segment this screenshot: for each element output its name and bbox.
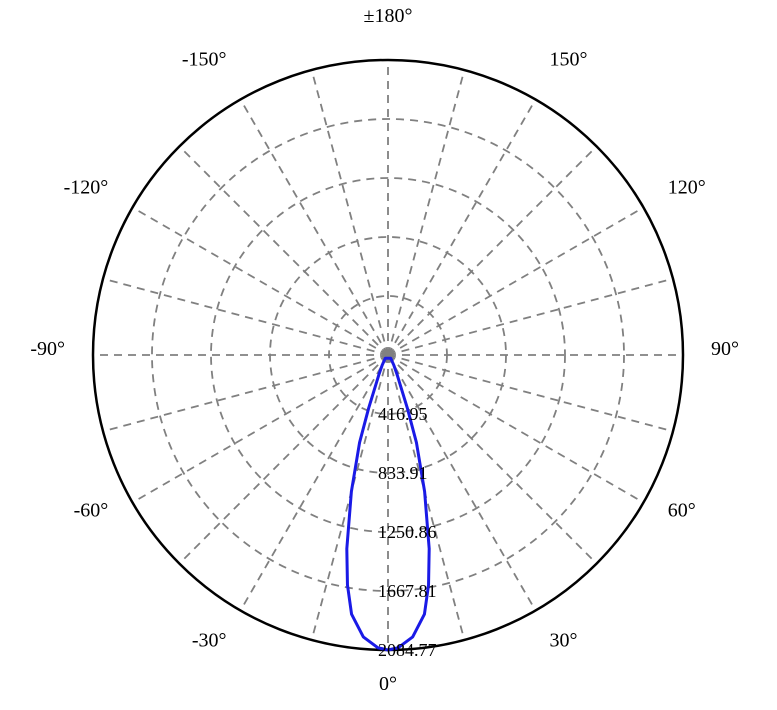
grid-spoke (312, 70, 388, 355)
angle-label: 60° (668, 500, 696, 522)
grid-spoke (388, 100, 536, 355)
radial-label: 2084.77 (378, 640, 437, 660)
angle-label: 0° (379, 673, 397, 695)
radial-labels: 416.95 833.91 1250.86 1667.81 2084.77 (378, 404, 437, 660)
angle-label: ±180° (364, 5, 413, 27)
polar-spokes (93, 60, 683, 650)
grid-spoke (133, 355, 388, 503)
grid-spoke (133, 208, 388, 356)
grid-spoke (388, 208, 643, 356)
radial-label: 416.95 (378, 404, 428, 424)
grid-spoke (241, 100, 389, 355)
grid-spoke (388, 355, 673, 431)
angle-label: 90° (711, 338, 739, 360)
grid-spoke (388, 70, 464, 355)
angle-label: -90° (30, 338, 65, 360)
angle-label: -30° (192, 630, 227, 652)
grid-spoke (241, 355, 389, 610)
angle-label: 120° (668, 177, 706, 199)
radial-label: 1250.86 (378, 522, 437, 542)
angle-label: -60° (74, 500, 109, 522)
polar-chart: 90° 60° 30° 0° -30° -60° -90° -120° -150° ±180° 15… (0, 0, 777, 710)
angle-label: 150° (550, 48, 588, 70)
grid-spoke (103, 279, 388, 355)
grid-spoke (103, 355, 388, 431)
radial-label: 833.91 (378, 463, 428, 483)
radial-label: 1667.81 (378, 581, 437, 601)
angle-label: -120° (64, 177, 109, 199)
grid-spoke (388, 279, 673, 355)
angle-label: 30° (550, 630, 578, 652)
grid-spoke (388, 146, 597, 355)
grid-spoke (179, 146, 388, 355)
angle-label: -150° (182, 48, 227, 70)
